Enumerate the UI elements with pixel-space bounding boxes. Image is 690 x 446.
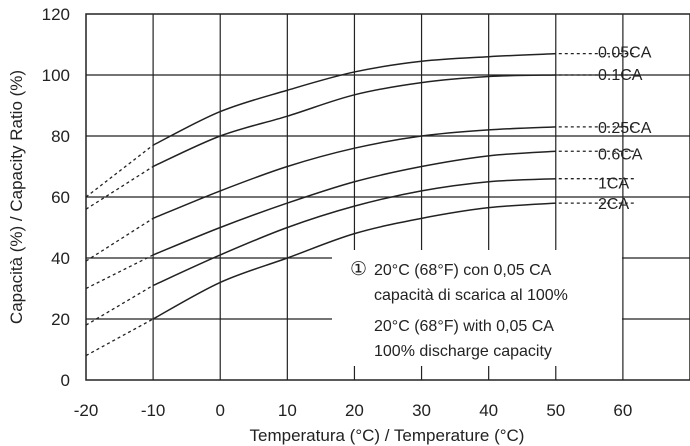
series-line-0.6CA xyxy=(152,150,556,256)
y-tick-label: 0 xyxy=(61,371,70,390)
y-tick-label: 80 xyxy=(51,127,70,146)
series-extrapolation-0.25CA xyxy=(85,217,154,262)
series-extrapolation-0.1CA xyxy=(85,165,154,210)
series-label-1CA: 1CA xyxy=(598,176,629,193)
y-tick-label: 120 xyxy=(42,5,70,24)
series-line-0.25CA xyxy=(152,126,556,220)
tick-labels: -20 -10 0 10 20 30 40 50 60 0 20 40 60 80 100 120 xyxy=(42,5,633,420)
series-labels: 0.05CA 0.1CA 0.25CA 0.6CA 1CA 2CA xyxy=(598,45,652,213)
series-line-0.05CA xyxy=(152,52,556,146)
series-lines xyxy=(85,52,637,357)
x-tick-label: 0 xyxy=(215,401,224,420)
x-tick-label: 50 xyxy=(546,401,565,420)
series-label-0.05CA: 0.05CA xyxy=(598,45,652,62)
annotation: ① 20°C (68°F) con 0,05 CA capacità di scar… xyxy=(332,250,622,366)
x-tick-label: -10 xyxy=(141,401,166,420)
y-tick-label: 100 xyxy=(42,66,70,85)
series-line-0.1CA xyxy=(152,74,556,168)
annotation-background xyxy=(332,250,622,366)
series-extrapolation-1CA xyxy=(85,284,154,326)
y-axis-title: Capacità (%) / Capacity Ratio (%) xyxy=(7,70,26,324)
series-label-0.6CA: 0.6CA xyxy=(598,146,643,163)
x-tick-label: 30 xyxy=(412,401,431,420)
x-tick-label: 60 xyxy=(613,401,632,420)
series-extrapolation-0.6CA xyxy=(85,254,154,290)
series-line-1CA xyxy=(152,177,556,287)
annotation-line: 20°C (68°F) con 0,05 CA xyxy=(374,262,552,279)
y-tick-label: 60 xyxy=(51,188,70,207)
series-label-2CA: 2CA xyxy=(598,196,629,213)
annotation-marker: ① xyxy=(350,259,367,280)
x-tick-label: 20 xyxy=(345,401,364,420)
x-tick-label: 10 xyxy=(278,401,297,420)
annotation-line: 100% discharge capacity xyxy=(374,343,552,360)
y-tick-label: 20 xyxy=(51,310,70,329)
annotation-line: capacità di scarica al 100% xyxy=(374,287,568,304)
annotation-line: 20°C (68°F) with 0,05 CA xyxy=(374,318,554,335)
x-tick-label: 40 xyxy=(479,401,498,420)
y-tick-label: 40 xyxy=(51,249,70,268)
series-label-0.25CA: 0.25CA xyxy=(598,120,652,137)
series-extrapolation-2CA xyxy=(85,318,154,357)
x-tick-label: -20 xyxy=(74,401,99,420)
x-axis-title: Temperatura (°C) / Temperature (°C) xyxy=(250,426,525,445)
series-label-0.1CA: 0.1CA xyxy=(598,67,643,84)
series-line-2CA xyxy=(152,202,556,320)
series-extrapolation-0.05CA xyxy=(85,144,154,198)
